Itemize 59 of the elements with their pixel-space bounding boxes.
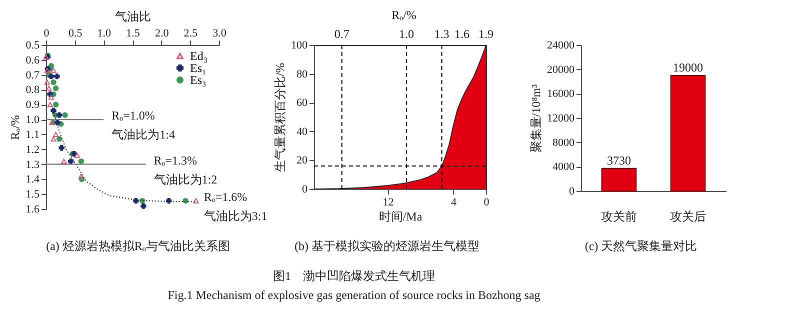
y-axis-title: 生气量累积百分比/% [273,62,287,172]
y-tick-label: 20000 [547,64,575,76]
y-tick-label: 60 [296,97,308,110]
x-tick-label: 1.5 [126,28,140,40]
text: (c) 天然气聚集量对比 [584,239,698,253]
caption: Fig.1 Mechanism of explosive gas generation of source rocks in Bozhong sag [168,288,540,302]
y-tick-label: 1.2 [26,144,40,156]
x-tick-label: 0 [484,196,490,208]
y-tick-label: 1.6 [26,204,40,216]
legend-label: Es₃ [190,73,206,87]
y-tick-label: 0.6 [26,54,40,66]
y-tick-label: 0 [569,186,575,198]
annotation: 0.7 [334,27,350,41]
y-tick-label: 100 [291,40,308,52]
x-tick-label: 1.0 [97,28,112,40]
caption: 图1 渤中凹陷爆发式生气机理 [273,269,435,283]
y-tick-label: 1.3 [26,158,40,171]
x-tick-label: 攻关前 [600,210,637,224]
y-axis-title: Rₒ/% [8,115,22,140]
y-tick-label: 0.8 [26,84,40,96]
x-tick-label: 3.0 [212,28,227,40]
annotation: Rₒ=1.6% 气油比为3:1 [204,190,268,223]
x-axis-title: 气油比 [115,10,151,24]
x-tick-label: 2.5 [184,28,198,40]
text: (a) 烃源岩热模拟Rₒ与气油比关系图 [46,239,230,253]
text: 1.6 [454,27,470,41]
x-tick-label: 4 [450,196,457,208]
y-tick-label: 1.0 [26,114,40,126]
annotation: 1.9 [478,27,494,41]
legend-label: Ed₃ [190,49,208,63]
x-tick-label: 攻关后 [670,210,706,224]
y-tick-label: 12000 [547,112,575,124]
annotation: 1.3 [434,27,450,41]
y-tick-label: 1.1 [26,128,40,141]
x-tick-label: 2.0 [154,28,170,40]
y-tick-label: 4000 [552,161,575,174]
annotation: Rₒ=1.3% 气油比为1:2 [154,153,218,186]
y-tick-label: 0.7 [26,69,40,82]
y-axis-title: 聚集量/10⁸m³ [529,84,543,153]
y-tick-label: 8000 [552,136,575,149]
y-tick-label: 20 [296,154,308,167]
x-tick-label: 12 [382,196,394,208]
x-tick-label: 0.5 [68,28,83,40]
y-tick-label: 0.9 [26,99,40,112]
y-tick-label: 80 [296,68,308,80]
annotation: Rₒ=1.0% 气油比为1:4 [112,108,176,142]
data-label: 3730 [606,153,631,168]
y-tick-label: 16000 [547,88,575,100]
text: (b) 基于模拟实验的烃源岩生气模型 [294,239,480,253]
x-tick-label: 0 [44,28,50,40]
y-tick-label: 0.5 [26,40,40,52]
x-axis-title: 时间/Ma [378,210,423,224]
data-label: 19000 [673,60,704,74]
y-tick-label: 40 [296,126,308,138]
y-tick-label: 0 [302,184,308,196]
text: Rₒ/% [392,8,416,22]
legend-label: Es₁ [190,61,206,75]
y-tick-label: 24000 [547,40,575,52]
y-tick-label: 1.4 [26,174,40,186]
